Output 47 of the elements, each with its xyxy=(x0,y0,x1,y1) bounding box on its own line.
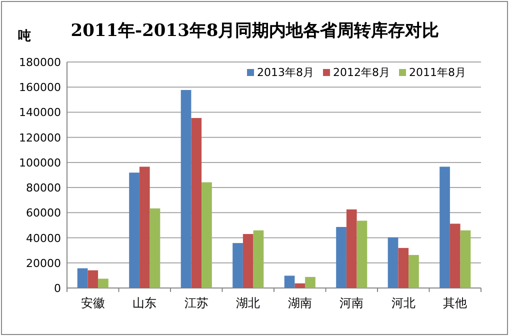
x-tick-label: 河北 xyxy=(391,296,416,310)
bar xyxy=(284,276,295,288)
bar xyxy=(88,270,98,288)
x-tick-label: 湖北 xyxy=(236,296,260,310)
bar xyxy=(253,230,264,288)
x-tick-label: 河南 xyxy=(340,296,364,310)
bar xyxy=(139,166,150,288)
legend-label: 2013年8月 xyxy=(257,66,314,79)
y-tick-label: 140000 xyxy=(19,106,61,120)
legend-label: 2011年8月 xyxy=(409,66,466,79)
bar xyxy=(336,226,346,288)
y-tick-label: 0 xyxy=(54,282,61,295)
y-tick-label: 180000 xyxy=(19,56,61,69)
bar xyxy=(129,172,140,288)
y-tick-label: 100000 xyxy=(19,156,61,170)
y-tick-label: 20000 xyxy=(26,256,61,270)
bar xyxy=(191,118,202,288)
bar xyxy=(460,230,471,288)
x-tick-label: 其他 xyxy=(443,296,468,310)
bar xyxy=(232,243,243,288)
y-tick-label: 60000 xyxy=(26,206,61,220)
bar xyxy=(388,237,398,288)
bar xyxy=(98,278,108,288)
bar xyxy=(294,283,306,288)
bar xyxy=(77,268,88,288)
bar xyxy=(440,166,450,288)
bar xyxy=(150,208,160,288)
y-tick-label: 80000 xyxy=(26,182,61,195)
x-tick-label: 安徽 xyxy=(80,296,105,310)
y-axis-title: 吨 xyxy=(18,29,31,44)
y-tick-label: 40000 xyxy=(26,232,61,245)
bar xyxy=(180,90,192,288)
x-tick-label: 湖南 xyxy=(288,296,312,310)
y-tick-label: 160000 xyxy=(19,81,61,94)
bar xyxy=(305,276,316,288)
bar xyxy=(242,234,254,288)
bar xyxy=(450,224,460,288)
bar xyxy=(346,209,357,288)
x-tick-label: 江苏 xyxy=(184,296,208,310)
bar xyxy=(202,182,212,288)
legend-label: 2012年8月 xyxy=(333,66,390,79)
bar xyxy=(398,248,409,288)
chart-title: 2011年-2013年8月同期内地各省周转库存对比 xyxy=(70,21,440,41)
y-tick-label: 120000 xyxy=(19,131,61,144)
x-tick-label: 山东 xyxy=(132,296,157,310)
bar xyxy=(356,220,368,288)
bar xyxy=(408,254,419,288)
